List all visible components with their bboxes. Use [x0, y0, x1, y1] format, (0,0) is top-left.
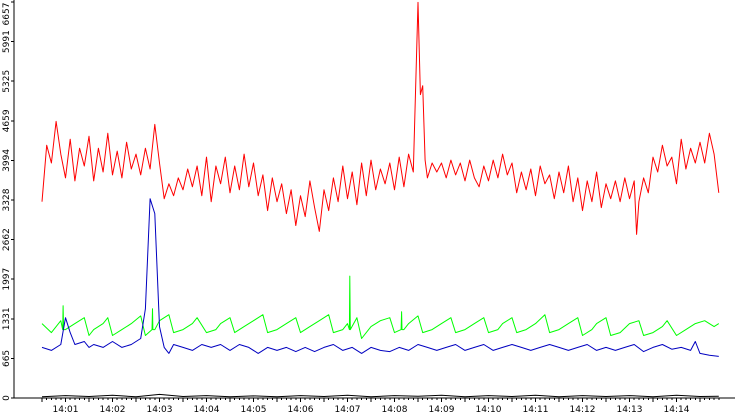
- x-tick-label: 14:10: [476, 405, 502, 415]
- y-tick-label: 2662: [2, 228, 12, 251]
- y-tick-label: 1331: [2, 307, 12, 330]
- series-layer: [41, 1, 720, 398]
- series-line-1: [41, 1, 720, 235]
- series-line-3: [41, 198, 719, 357]
- y-tick-label: 6657: [2, 3, 12, 26]
- x-tick-label: 14:05: [241, 405, 267, 415]
- y-tick-label: 0: [2, 395, 12, 401]
- y-tick-label: 5991: [2, 30, 12, 53]
- series-line-2: [41, 275, 720, 339]
- y-tick-label: 3328: [2, 188, 12, 211]
- y-axis: 0 665 1331 1997 2662 3328 3994 4659 5325 5991 6657: [2, 0, 15, 401]
- x-tick-label: 14:11: [523, 405, 549, 415]
- x-tick-label: 14:06: [288, 405, 314, 415]
- series-line-4: [41, 393, 719, 398]
- x-tick-label: 14:14: [664, 405, 690, 415]
- x-tick-label: 14:03: [147, 405, 173, 415]
- x-tick-label: 14:04: [194, 405, 220, 415]
- x-tick-label: 14:09: [429, 405, 455, 415]
- x-tick-label: 14:08: [382, 405, 408, 415]
- x-axis: 14:01 14:02 14:03 14:04 14:05 14:06 14:07 14:08…: [14, 397, 735, 415]
- y-tick-label: 665: [2, 350, 12, 367]
- x-tick-label: 14:07: [335, 405, 361, 415]
- x-tick-label: 14:01: [53, 405, 79, 415]
- x-tick-label: 14:02: [100, 405, 126, 415]
- x-tick-label: 14:12: [570, 405, 596, 415]
- y-tick-label: 3994: [2, 149, 12, 172]
- y-tick-label: 1997: [2, 268, 12, 291]
- y-tick-label: 4659: [2, 109, 12, 132]
- y-tick-label: 5325: [2, 70, 12, 93]
- x-tick-label: 14:13: [617, 405, 643, 415]
